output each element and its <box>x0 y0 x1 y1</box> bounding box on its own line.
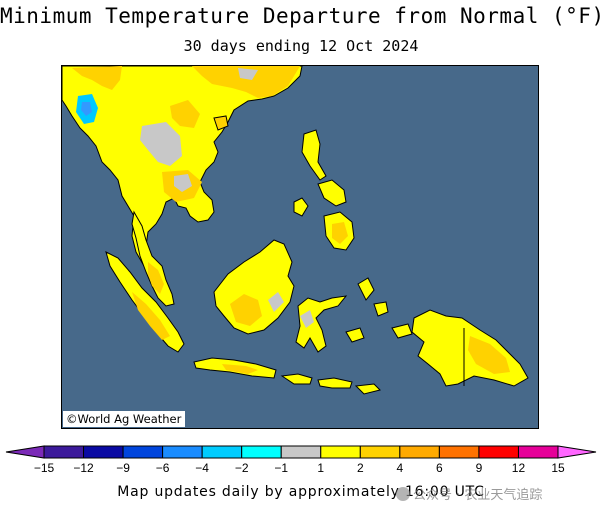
watermark-logo-icon <box>396 487 410 501</box>
borneo-warm-core <box>230 294 262 326</box>
legend-bin-high-arrow <box>557 445 597 459</box>
legend-bin <box>201 445 243 459</box>
malay-peninsula <box>131 210 175 307</box>
legend-tick-label: −2 <box>235 461 249 475</box>
sulawesi <box>295 295 348 353</box>
legend-bin <box>280 445 322 459</box>
legend-graphic: −15 −12 −9 −6 −4 −2 −1 1 2 4 6 9 12 15 <box>5 445 597 475</box>
legend-tick-label: −4 <box>195 461 209 475</box>
region-warm-2-4-laos <box>170 100 200 128</box>
legend-tick-label: 1 <box>317 461 324 475</box>
watermark-text: 公众号 · 农业天气追踪 <box>413 488 543 503</box>
borneo-near-normal <box>268 292 284 312</box>
legend-bin-low-arrow <box>5 445 45 459</box>
map-title: Minimum Temperature Departure from Norma… <box>0 4 602 28</box>
legend-tick-label: −12 <box>73 461 94 475</box>
legend-bin <box>241 445 282 459</box>
region-near-normal-thailand <box>140 122 182 166</box>
legend-tick-label: −6 <box>156 461 170 475</box>
java-nusa-tenggara <box>193 357 381 395</box>
map-credit: ©World Ag Weather <box>63 411 186 427</box>
legend-tick-label: −1 <box>274 461 288 475</box>
legend-bin <box>83 445 124 459</box>
legend-tick-label: 2 <box>357 461 364 475</box>
legend-bin <box>162 445 203 459</box>
sumatra-warm-core <box>132 292 170 340</box>
legend-bin <box>122 445 164 459</box>
region-colder-myanmar <box>81 102 92 116</box>
legend-tick-label: 4 <box>397 461 404 475</box>
legend-tick-label: 15 <box>551 461 565 475</box>
legend-tick-label: −9 <box>116 461 130 475</box>
region-near-normal-vietnam <box>238 68 258 80</box>
sulawesi-near-normal <box>300 310 314 328</box>
legend-tick-label: 9 <box>476 461 483 475</box>
map-subtitle: 30 days ending 12 Oct 2024 <box>183 37 419 55</box>
region-warm-2-4-north <box>72 66 122 90</box>
legend-bin <box>478 445 519 459</box>
legend-bin <box>320 445 361 459</box>
java-warm-core <box>222 364 258 374</box>
legend-bin <box>359 445 401 459</box>
update-note: Map updates daily by approximately 16:00… <box>117 484 485 500</box>
legend-bin <box>438 445 480 459</box>
watermark: 公众号 · 农业天气追踪 <box>396 484 542 503</box>
legend-tick-label: 6 <box>436 461 443 475</box>
region-near-normal-cambodia <box>174 174 192 192</box>
legend-tick-label: 12 <box>512 461 526 475</box>
region-warm-2-4-vietnam <box>192 66 300 98</box>
malay-warm-core <box>148 262 164 294</box>
legend-bin <box>43 445 85 459</box>
new-guinea-warm-core <box>468 336 510 374</box>
philippines-warm-core <box>332 222 348 244</box>
legend-tick-label: −15 <box>34 461 55 475</box>
temperature-map: ©World Ag Weather <box>61 65 539 429</box>
color-legend: −15 −12 −9 −6 −4 −2 −1 1 2 4 6 9 12 15 <box>0 440 602 476</box>
hainan-island <box>213 115 229 131</box>
legend-bin <box>399 445 440 459</box>
map-graphic <box>62 66 538 428</box>
maluku-islands <box>345 277 413 343</box>
legend-bin <box>517 445 559 459</box>
sumatra <box>105 251 185 353</box>
